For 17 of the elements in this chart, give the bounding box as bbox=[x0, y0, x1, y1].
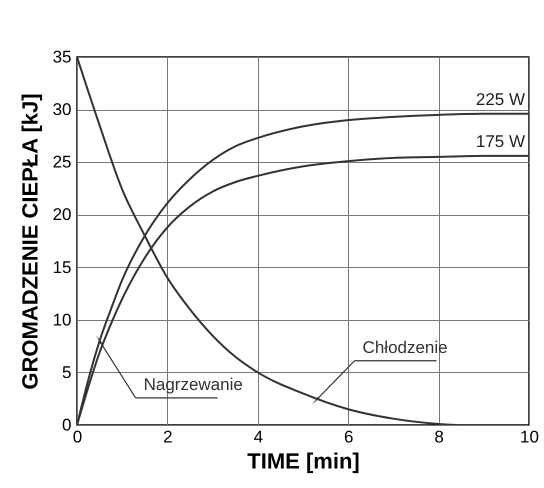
x-tick-label: 8 bbox=[434, 428, 444, 446]
x-tick-label: 2 bbox=[163, 428, 173, 446]
series-label: 175 W bbox=[476, 132, 525, 151]
y-tick-label: 0 bbox=[62, 416, 72, 434]
x-tick-label: 6 bbox=[344, 428, 354, 446]
y-tick-label: 15 bbox=[52, 258, 72, 277]
y-tick-label: 20 bbox=[52, 205, 72, 224]
series-label: 225 W bbox=[476, 90, 525, 109]
y-tick-label: 30 bbox=[52, 100, 72, 120]
y-tick-label: 35 bbox=[52, 48, 72, 66]
y-tick-label: 25 bbox=[52, 152, 72, 172]
x-tick-label: 10 bbox=[520, 428, 539, 446]
x-tick-label: 4 bbox=[254, 428, 264, 446]
y-axis-title: GROMADZENIE CIEPŁA [kJ] bbox=[18, 93, 43, 390]
y-tick-label: 5 bbox=[62, 362, 72, 382]
y-tick-label: 10 bbox=[52, 310, 72, 330]
x-axis-title: TIME [min] bbox=[247, 448, 360, 474]
